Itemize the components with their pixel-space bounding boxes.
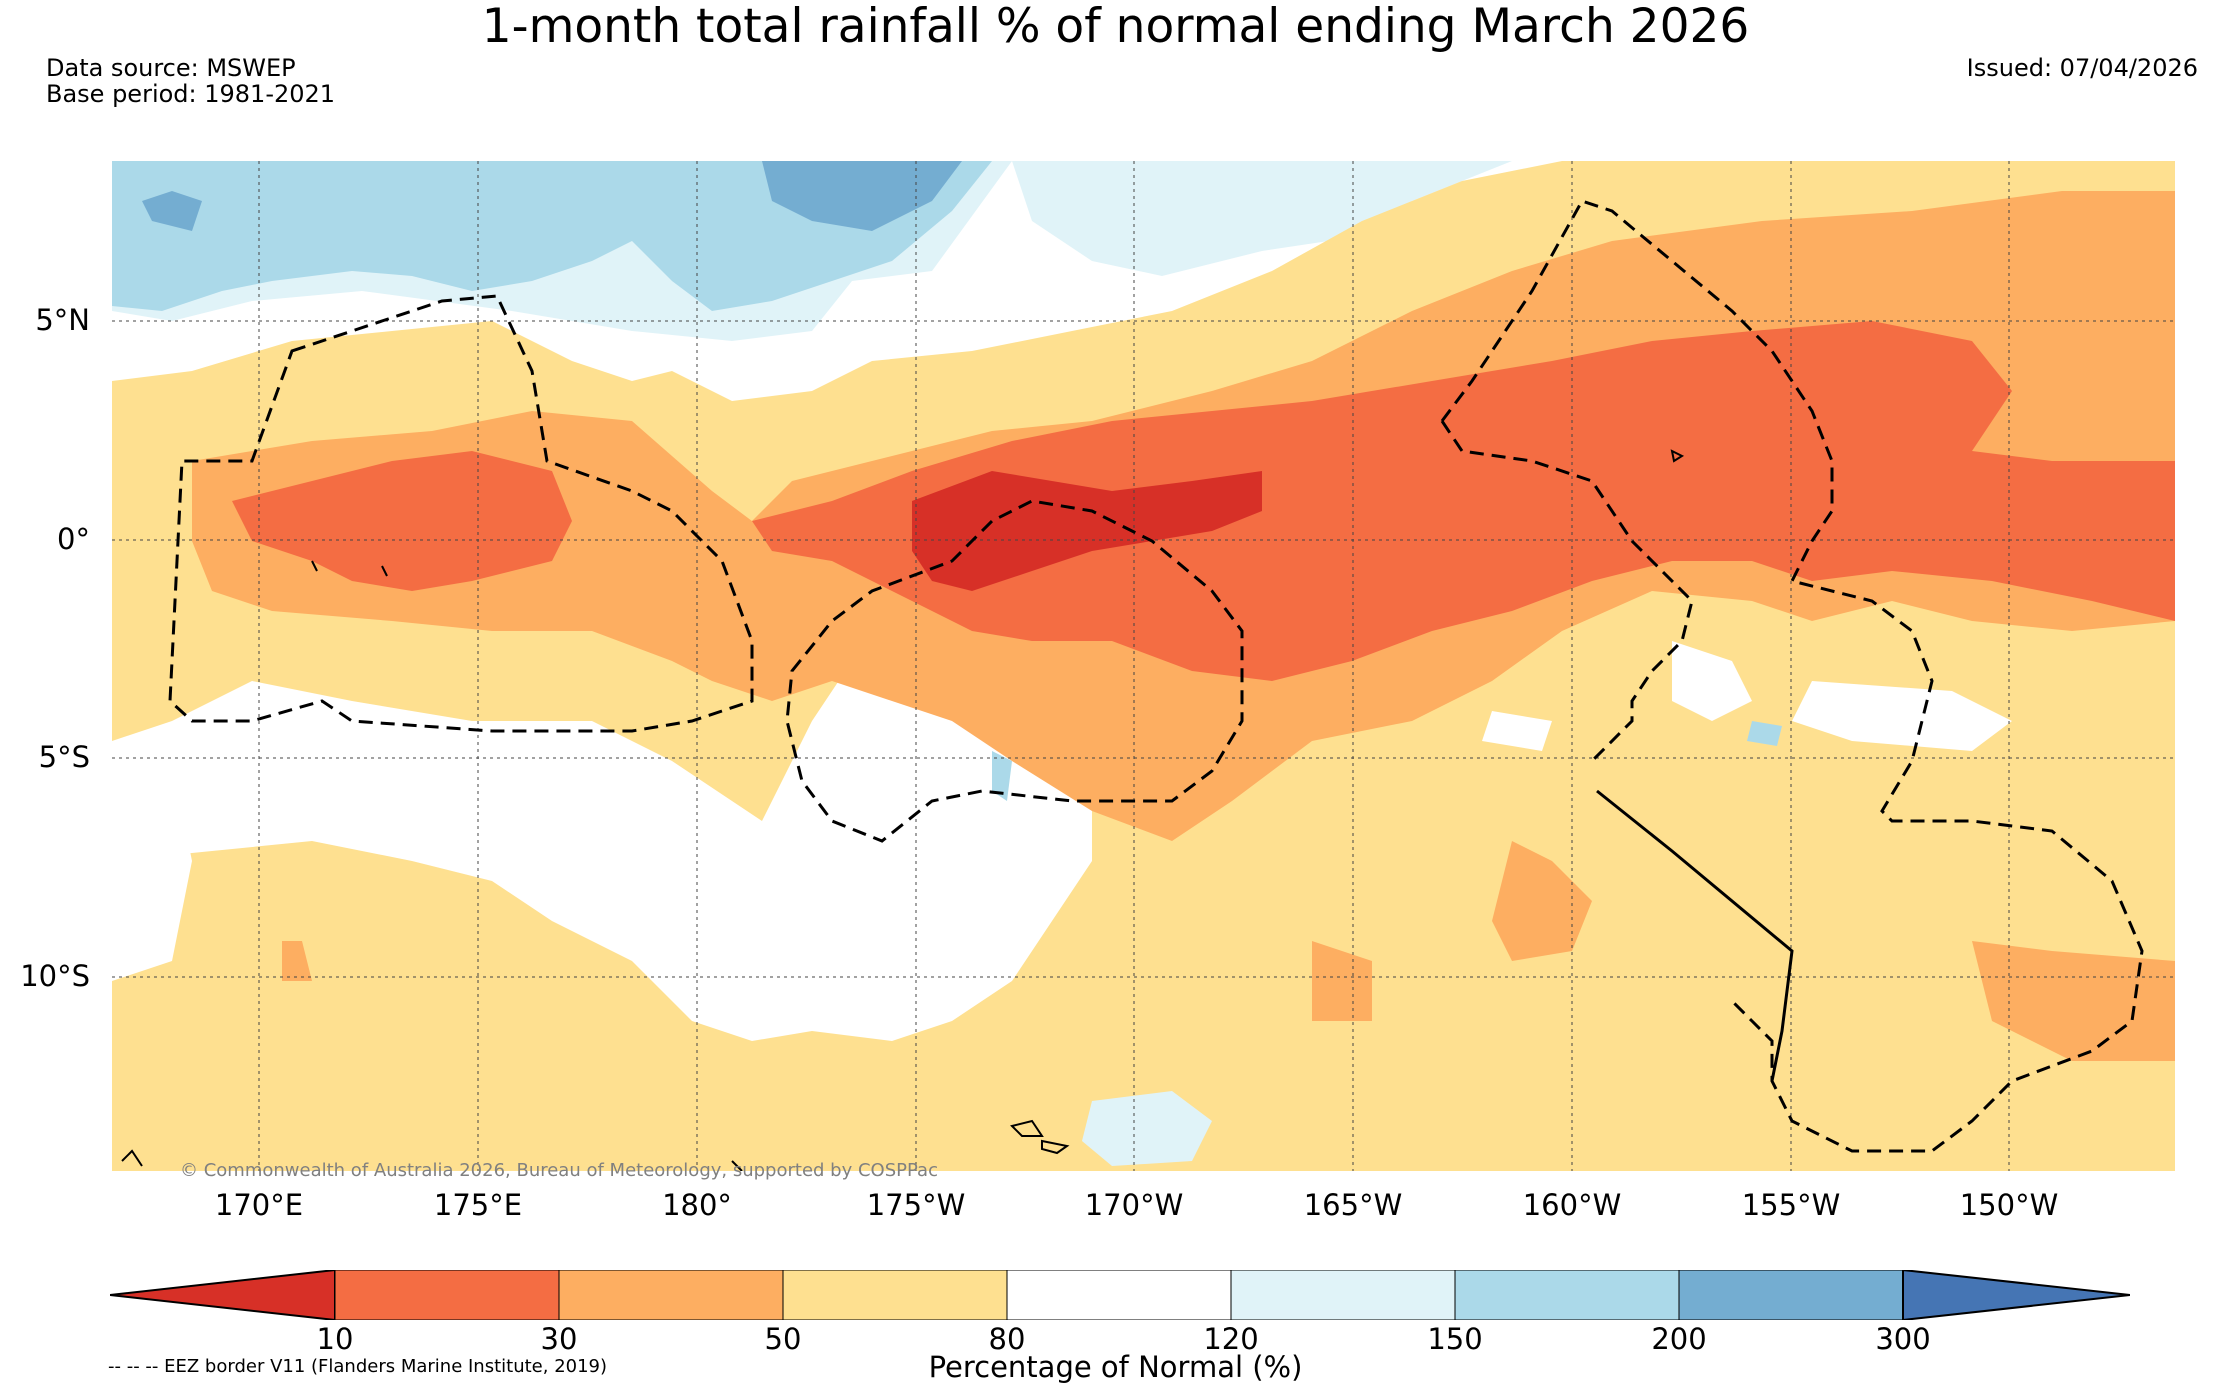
lon-label: 170°W bbox=[1084, 1188, 1184, 1222]
colorbar-tick: 150 bbox=[1427, 1322, 1483, 1356]
lon-label: 160°W bbox=[1522, 1188, 1622, 1222]
rainfall-map: © Commonwealth of Australia 2026, Bureau… bbox=[112, 161, 2175, 1181]
rainfall-map-svg bbox=[112, 161, 2175, 1172]
lat-label: 0° bbox=[57, 522, 90, 556]
lat-label: 10°S bbox=[20, 959, 90, 993]
islands bbox=[121, 449, 1685, 1172]
colorbar-segment bbox=[558, 1269, 784, 1321]
colorbar bbox=[109, 1268, 2131, 1322]
colorbar-segment bbox=[1230, 1269, 1456, 1321]
colorbar-tick: 30 bbox=[540, 1322, 578, 1356]
colorbar-segment bbox=[334, 1269, 560, 1321]
eez-border-kiribati-gilbert bbox=[168, 294, 754, 733]
rainfall-zone-80-120 bbox=[112, 641, 1092, 1041]
issued-date: Issued: 07/04/2026 bbox=[1966, 54, 2198, 82]
map-title: 1-month total rainfall % of normal endin… bbox=[481, 0, 1750, 54]
colorbar-label: Percentage of Normal (%) bbox=[928, 1350, 1303, 1384]
lon-label: 150°W bbox=[1959, 1188, 2059, 1222]
colorbar-segment bbox=[782, 1269, 1008, 1321]
colorbar-segment bbox=[1454, 1269, 1680, 1321]
map-gridlines bbox=[112, 161, 2175, 1171]
colorbar-segment bbox=[109, 1268, 336, 1322]
lat-label: 5°S bbox=[38, 740, 90, 774]
rainfall-zone-200-300 bbox=[142, 161, 962, 231]
base-period: Base period: 1981-2021 bbox=[46, 80, 336, 108]
lon-label: 170°E bbox=[214, 1188, 304, 1222]
eez-border-line-islands-west bbox=[1440, 420, 1694, 763]
eez-borders bbox=[168, 199, 2144, 1153]
colorbar-tick: 120 bbox=[1203, 1322, 1259, 1356]
boundary-line bbox=[1596, 789, 1794, 1082]
eez-border-tokelau bbox=[785, 499, 1244, 843]
rainfall-zone-80-120 bbox=[1482, 641, 2012, 751]
lon-label: 155°W bbox=[1741, 1188, 1841, 1222]
colorbar-segment bbox=[1006, 1269, 1232, 1321]
eez-border-line-islands-cook bbox=[1440, 199, 2144, 1153]
colorbar-segment bbox=[1902, 1268, 2131, 1322]
colorbar-svg bbox=[109, 1268, 2131, 1322]
lat-label: 5°N bbox=[35, 303, 90, 337]
colorbar-tick: 10 bbox=[316, 1322, 354, 1356]
rainfall-zone-120-150 bbox=[1082, 1091, 1212, 1166]
rainfall-zone-below-10 bbox=[912, 471, 1262, 591]
data-source: Data source: MSWEP bbox=[46, 54, 296, 82]
colorbar-tick: 50 bbox=[764, 1322, 802, 1356]
eez-legend-note: -- -- -- EEZ border V11 (Flanders Marine… bbox=[108, 1356, 608, 1377]
lon-label: 175°W bbox=[866, 1188, 966, 1222]
lon-label: 175°E bbox=[433, 1188, 523, 1222]
colorbar-segment bbox=[1678, 1269, 1904, 1321]
colorbar-tick: 80 bbox=[988, 1322, 1026, 1356]
lon-label: 180° bbox=[662, 1188, 732, 1222]
colorbar-tick: 200 bbox=[1651, 1322, 1707, 1356]
colorbar-tick: 300 bbox=[1875, 1322, 1931, 1356]
copyright-text: © Commonwealth of Australia 2026, Bureau… bbox=[180, 1160, 938, 1181]
lon-label: 165°W bbox=[1303, 1188, 1403, 1222]
